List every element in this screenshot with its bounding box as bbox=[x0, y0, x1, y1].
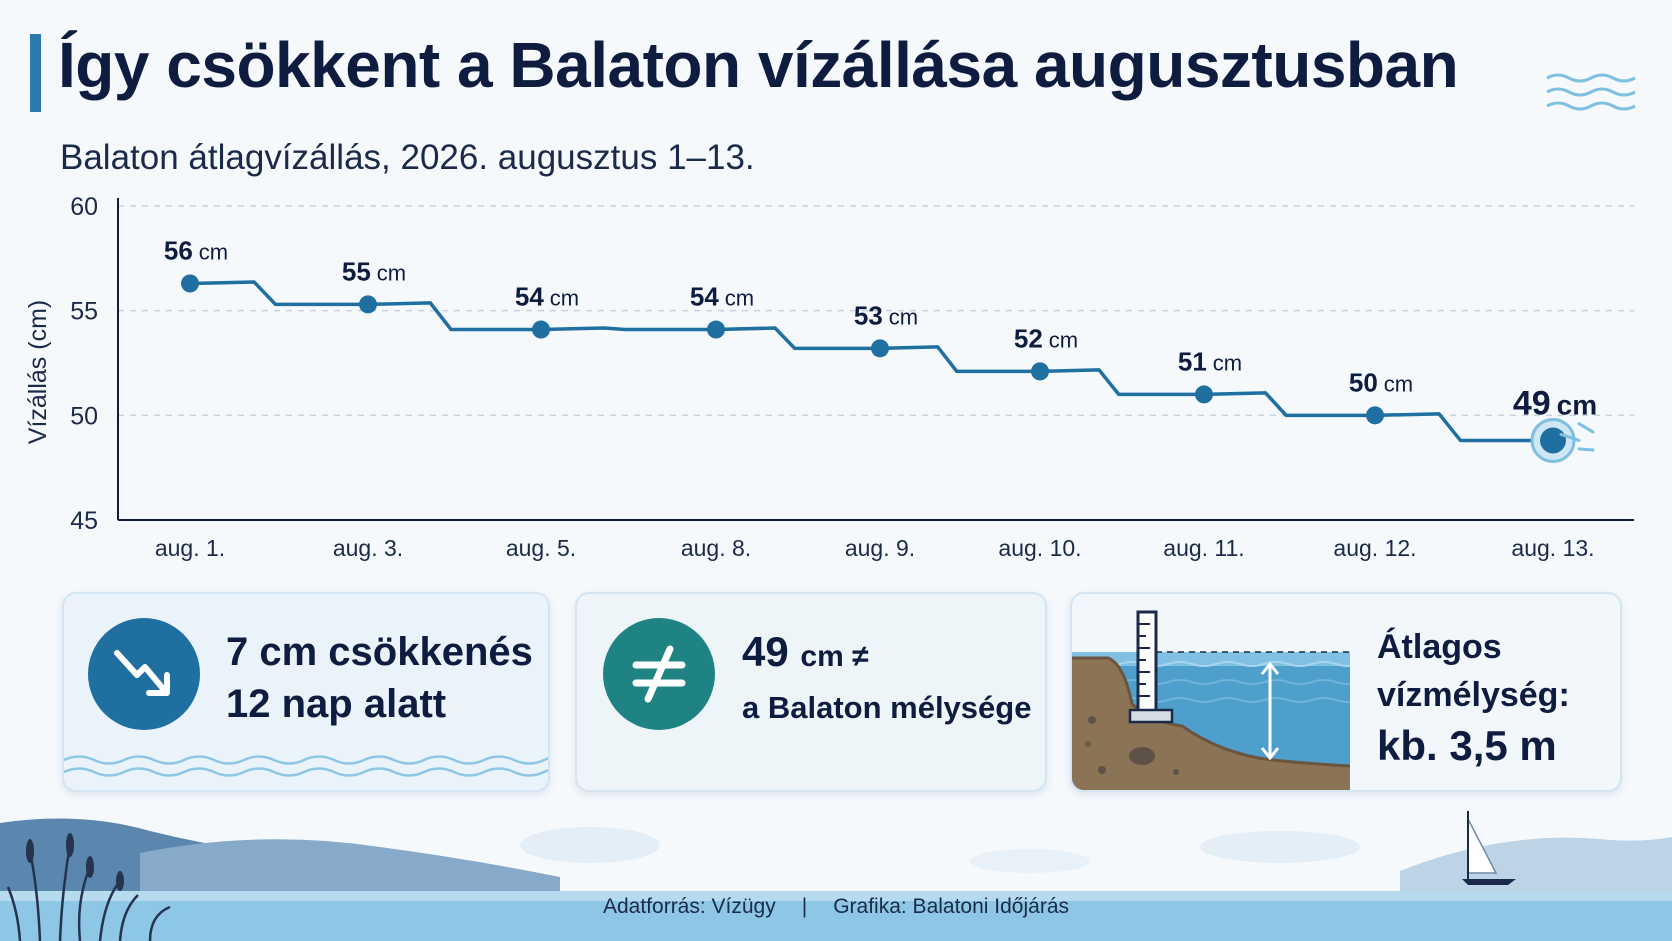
data-label: 49 cm bbox=[1513, 384, 1597, 422]
sparkle-mark bbox=[1577, 447, 1595, 452]
water-level-number: 49 bbox=[742, 628, 789, 675]
x-tick-label: aug. 10. bbox=[998, 535, 1081, 561]
x-tick-label: aug. 12. bbox=[1333, 535, 1416, 561]
x-tick-label: aug. 13. bbox=[1511, 535, 1594, 561]
not-equal-icon bbox=[603, 618, 715, 730]
not-depth-card: 49 cm ≠ a Balaton mélysége bbox=[575, 592, 1047, 792]
footer: Adatforrás: Vízügy | Grafika: Balatoni Idő… bbox=[0, 895, 1672, 919]
chart-subtitle: Balaton átlagvízállás, 2026. augusztus 1… bbox=[60, 138, 755, 177]
data-point bbox=[1195, 385, 1213, 404]
data-label: 53 cm bbox=[854, 300, 918, 330]
decline-period: 12 nap alatt bbox=[226, 682, 447, 726]
lake-landscape-illustration bbox=[0, 811, 1672, 941]
data-point bbox=[1366, 406, 1384, 425]
x-tick-label: aug. 3. bbox=[333, 535, 403, 561]
x-tick-label: aug. 5. bbox=[506, 535, 576, 561]
data-point bbox=[707, 320, 725, 339]
x-tick-label: aug. 1. bbox=[155, 535, 225, 561]
data-label: 54 cm bbox=[515, 282, 579, 312]
sparkle-mark bbox=[1577, 422, 1595, 434]
water-level-chart: Vízállás (cm) 45 50 55 60 aug. 1. aug. 3. aug… bbox=[24, 193, 1634, 561]
water-level-value: 49 cm ≠ bbox=[742, 628, 869, 676]
card-wave-decoration bbox=[64, 755, 548, 777]
decline-card: 7 cm csökkenés 12 nap alatt bbox=[62, 592, 550, 792]
waves-icon bbox=[1546, 73, 1636, 111]
trend-down-icon bbox=[88, 618, 200, 730]
data-label: 55 cm bbox=[342, 256, 406, 286]
depth-label-line2: vízmélység: bbox=[1377, 676, 1570, 714]
data-label: 50 cm bbox=[1349, 367, 1413, 397]
sparkle-mark bbox=[1559, 432, 1581, 442]
y-tick-label: 55 bbox=[70, 298, 98, 326]
footer-credit: Grafika: Balatoni Időjárás bbox=[833, 895, 1069, 918]
footer-source: Adatforrás: Vízügy bbox=[602, 895, 776, 918]
water-level-unit: cm ≠ bbox=[800, 640, 869, 673]
y-tick-label: 50 bbox=[70, 402, 98, 430]
data-label: 51 cm bbox=[1178, 346, 1242, 376]
page-title: Így csökkent a Balaton vízállása auguszt… bbox=[58, 29, 1459, 101]
data-point bbox=[532, 320, 550, 339]
depth-card: Átlagos vízmélység: kb. 3,5 m bbox=[1070, 592, 1622, 792]
data-label: 54 cm bbox=[690, 282, 754, 312]
x-tick-label: aug. 9. bbox=[845, 535, 915, 561]
data-point bbox=[871, 339, 889, 358]
not-depth-text: a Balaton mélysége bbox=[742, 690, 1032, 725]
data-label: 56 cm bbox=[164, 235, 228, 265]
data-point bbox=[359, 295, 377, 314]
x-tick-label: aug. 11. bbox=[1163, 535, 1244, 561]
x-tick-label: aug. 8. bbox=[681, 535, 751, 561]
y-tick-label: 45 bbox=[70, 507, 98, 535]
y-axis-title: Vízállás (cm) bbox=[24, 300, 52, 444]
data-point bbox=[1031, 362, 1049, 381]
depth-label-line1: Átlagos bbox=[1377, 628, 1502, 666]
footer-separator: | bbox=[801, 895, 808, 918]
decline-amount: 7 cm csökkenés bbox=[226, 630, 533, 674]
gauge-depth-icon bbox=[1072, 610, 1350, 790]
y-tick-label: 60 bbox=[70, 193, 98, 221]
depth-value: kb. 3,5 m bbox=[1377, 722, 1557, 769]
data-point bbox=[181, 274, 199, 293]
title-accent-bar bbox=[30, 34, 41, 112]
data-point bbox=[1540, 427, 1566, 454]
data-label: 52 cm bbox=[1014, 323, 1078, 353]
